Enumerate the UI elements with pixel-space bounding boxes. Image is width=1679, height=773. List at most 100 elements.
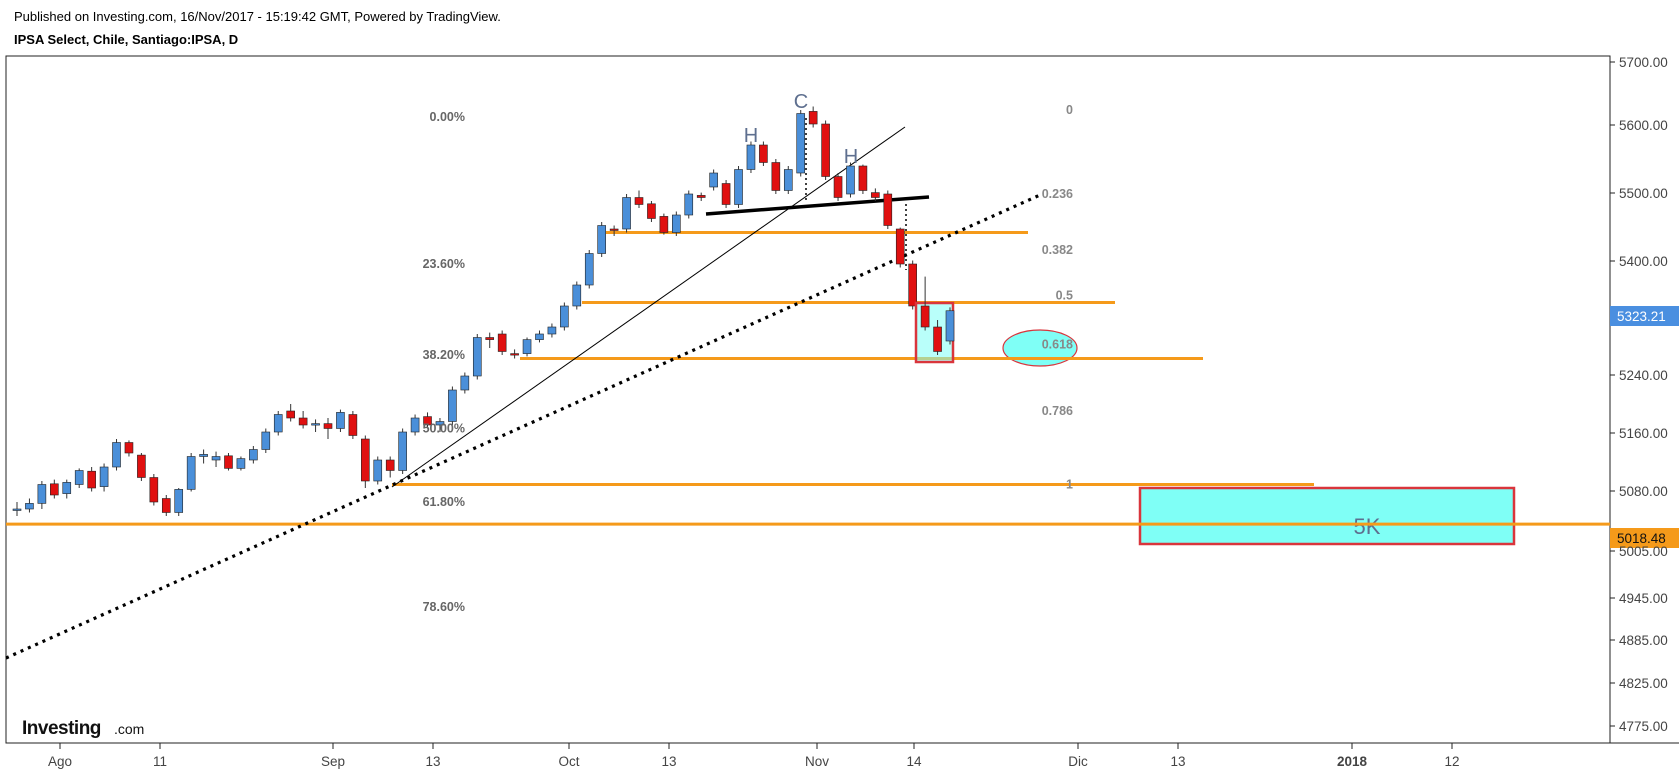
candle-up[interactable] <box>460 372 470 394</box>
time-axis[interactable]: Ago 11 Sep 13 Oct 13 Nov 14 Dic 13 2018 12 <box>48 743 1460 769</box>
time-tick-label: 14 <box>906 754 922 769</box>
candle-down[interactable] <box>808 106 818 128</box>
candle-up[interactable] <box>522 337 532 357</box>
candle-down[interactable] <box>298 411 308 429</box>
candle-up[interactable] <box>112 439 121 471</box>
candle-up[interactable] <box>336 409 345 432</box>
candle-up[interactable] <box>249 446 258 464</box>
candle-body <box>373 459 383 482</box>
candle-down[interactable] <box>696 192 706 201</box>
candle-down[interactable] <box>149 474 159 506</box>
candle-down[interactable] <box>920 276 930 331</box>
candle-up[interactable] <box>199 449 208 464</box>
candle-up[interactable] <box>435 418 445 432</box>
candle-up[interactable] <box>597 222 606 257</box>
time-tick-label: Dic <box>1068 754 1088 769</box>
candle-up[interactable] <box>846 162 855 198</box>
candle-down[interactable] <box>609 225 619 237</box>
candle-up[interactable] <box>535 330 544 343</box>
candle-down[interactable] <box>137 453 146 481</box>
trend-line-thin[interactable] <box>391 126 906 488</box>
candle-up[interactable] <box>311 419 320 432</box>
candle-up[interactable] <box>560 302 569 331</box>
candle-down[interactable] <box>510 349 519 359</box>
candle-up[interactable] <box>684 190 694 219</box>
candle-down[interactable] <box>423 412 432 429</box>
candle-body <box>759 144 768 163</box>
candle-up[interactable] <box>945 307 955 345</box>
candle-up[interactable] <box>547 323 557 338</box>
candle-down[interactable] <box>224 453 233 471</box>
candle-down[interactable] <box>833 173 843 201</box>
candle-down[interactable] <box>933 320 942 355</box>
candle-down[interactable] <box>771 159 781 194</box>
trend-line-dotted[interactable] <box>5 193 1041 660</box>
candle-up[interactable] <box>99 463 109 492</box>
time-tick-label: 13 <box>661 754 676 769</box>
candle-up[interactable] <box>74 468 84 488</box>
candle-down[interactable] <box>361 435 370 489</box>
candle-up[interactable] <box>672 211 681 237</box>
horizontal-levels <box>6 231 1610 526</box>
candle-down[interactable] <box>385 456 395 478</box>
candle-up[interactable] <box>186 453 196 492</box>
candle-down[interactable] <box>871 188 880 201</box>
candle-up[interactable] <box>62 479 72 499</box>
candle-down[interactable] <box>634 190 644 209</box>
candle-down[interactable] <box>759 141 768 167</box>
candle-body <box>547 326 557 335</box>
candle-down[interactable] <box>858 164 868 194</box>
candle-down[interactable] <box>908 260 917 310</box>
candle-down[interactable] <box>50 479 59 499</box>
candle-up[interactable] <box>236 456 246 471</box>
candle-up[interactable] <box>796 110 806 177</box>
candle-down[interactable] <box>87 467 96 492</box>
candle-up[interactable] <box>273 411 283 436</box>
candle-up[interactable] <box>734 166 743 208</box>
candle-up[interactable] <box>174 488 184 516</box>
candle-up[interactable] <box>37 481 47 509</box>
candle-up[interactable] <box>25 498 34 513</box>
candle-up[interactable] <box>261 428 271 454</box>
candle-down[interactable] <box>161 495 171 516</box>
candle-body <box>597 225 606 254</box>
candle-down[interactable] <box>124 440 134 457</box>
candle-down[interactable] <box>721 180 731 208</box>
logo-main: Investing <box>22 718 101 739</box>
candle-body <box>871 192 880 198</box>
candle-down[interactable] <box>895 227 905 268</box>
candle-up[interactable] <box>783 166 793 194</box>
chart-pane[interactable] <box>5 55 1611 744</box>
candle-up[interactable] <box>622 194 631 233</box>
candle-down[interactable] <box>497 330 507 356</box>
candle-body <box>535 333 544 340</box>
candle-up[interactable] <box>373 456 383 485</box>
candle-body <box>124 442 134 454</box>
candle-body <box>783 169 793 191</box>
pattern-label-h-right: H <box>844 146 858 168</box>
price-axis[interactable]: 5700.00 5600.00 5500.00 5400.00 5323.21 5240.… <box>1610 55 1679 734</box>
candle-body <box>87 470 96 489</box>
candle-down[interactable] <box>348 411 358 439</box>
candle-down[interactable] <box>659 213 669 235</box>
candle-up[interactable] <box>12 502 22 516</box>
candle-down[interactable] <box>485 332 495 348</box>
candle-up[interactable] <box>398 428 407 475</box>
fib-right-label: 0.5 <box>1056 289 1073 303</box>
candle-up[interactable] <box>746 141 756 174</box>
candle-down[interactable] <box>647 201 656 222</box>
candle-down[interactable] <box>286 404 295 422</box>
candle-down[interactable] <box>883 190 893 230</box>
candle-up[interactable] <box>448 386 457 426</box>
candle-up[interactable] <box>211 451 221 467</box>
candle-down[interactable] <box>821 120 830 181</box>
candle-down[interactable] <box>323 418 333 439</box>
target-zone-box[interactable] <box>1138 486 1516 546</box>
candle-up[interactable] <box>709 169 718 191</box>
candle-up[interactable] <box>572 281 582 310</box>
candle-up[interactable] <box>472 334 482 380</box>
time-tick-label: 13 <box>425 754 440 769</box>
candle-up[interactable] <box>584 250 594 289</box>
candle-up[interactable] <box>410 414 420 436</box>
